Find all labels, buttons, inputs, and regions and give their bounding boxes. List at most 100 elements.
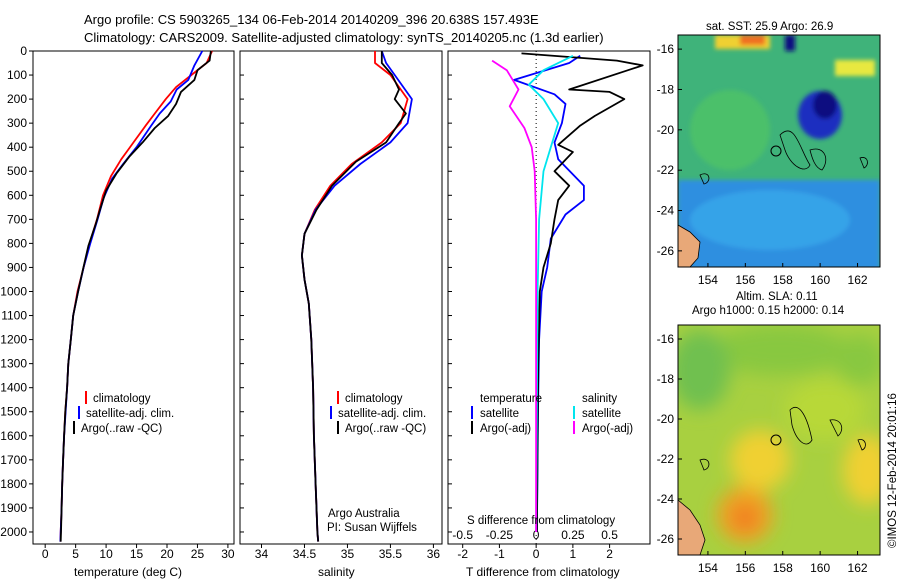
difference-x-axis: -2 -1 0 1 2 -0.5 -0.25 0 0.25 0.5 (452, 528, 618, 561)
series-temperature-satellite (513, 55, 585, 533)
temperature-panel: 0100200300400500600700800900100011001200… (0, 44, 452, 579)
x-tick-label: 20 (160, 547, 174, 561)
difference-axes-frame (447, 50, 651, 545)
temperature-axis-label: temperature (deg C) (74, 565, 182, 579)
s-difference-axis-label: S difference from climatology (467, 515, 615, 527)
map-x-tick-label: 154 (698, 561, 718, 575)
sla-map-frame (677, 324, 881, 556)
sla-patch-north (710, 325, 850, 375)
sst-cold-core (813, 91, 837, 119)
sla-reef-contour-4 (699, 458, 710, 471)
depth-tick-label: 2000 (0, 525, 27, 539)
salinity-series (300, 50, 413, 542)
depth-tick-label: 1500 (0, 405, 27, 419)
legend-satellite-label: satellite-adj. clim. (86, 408, 174, 420)
salinity-legend: climatology satellite-adj. clim. Argo(..… (330, 391, 426, 435)
depth-tick-label: 1300 (0, 357, 27, 371)
x-tick-label: -1 (494, 547, 505, 561)
map-x-tick-label: 162 (848, 561, 868, 575)
legend-t-argo-label: Argo(-adj) (480, 423, 531, 435)
x-tick-label: 2 (606, 547, 613, 561)
series-salinity-satellite (527, 54, 574, 533)
depth-tick-label: 1200 (0, 333, 27, 347)
sla-map-title-line2: Argo h1000: 0.15 h2000: 0.14 (692, 305, 845, 317)
sla-map-title-line1: Altim. SLA: 0.11 (736, 291, 818, 303)
legend-salinity-title: salinity (582, 393, 617, 405)
depth-tick-label: 1900 (0, 501, 27, 515)
series-argo-raw-qc (300, 51, 407, 542)
map-y-tick-label: -22 (657, 163, 675, 177)
sst-map-axes: 154 156 158 160 162 -16 -18 -20 -22 -24 -26 (657, 42, 868, 287)
map-x-tick-label: 154 (698, 273, 718, 287)
sst-warm-northeast (835, 60, 875, 76)
x-tick-label: 36 (427, 547, 441, 561)
depth-tick-label: 0 (20, 44, 27, 58)
figure-title-line2: Climatology: CARS2009. Satellite-adjuste… (84, 30, 604, 45)
x-tick-label: 35 (341, 547, 355, 561)
depth-tick-label: 400 (7, 140, 27, 154)
legend-argo-label: Argo(..raw -QC) (81, 423, 162, 435)
t-difference-axis-label: T difference from climatology (466, 565, 620, 579)
sla-patch-west (678, 330, 730, 410)
x-tick-label: 1 (570, 547, 577, 561)
salinity-axis-label: salinity (318, 565, 355, 579)
difference-panel: -2 -1 0 1 2 -0.5 -0.25 0 0.25 0.5 S difference fr… (447, 50, 651, 579)
sla-map-axes: 154 156 158 160 162 -16 -18 -20 -22 -24 -26 (657, 332, 868, 575)
x-tick-label: 30 (221, 547, 235, 561)
legend-satellite-label: satellite-adj. clim. (338, 408, 426, 420)
x-tick-label: -2 (457, 547, 468, 561)
sst-cold-north (785, 35, 795, 51)
sla-mid-patch (785, 380, 865, 440)
map-x-tick-label: 160 (810, 561, 830, 575)
map-x-tick-label: 160 (810, 273, 830, 287)
series-satellite-adj-clim (59, 50, 204, 542)
sla-reef-contour-3 (857, 439, 866, 451)
x-tick-label: 35.5 (379, 547, 403, 561)
sst-green-patch (690, 90, 770, 170)
map-y-tick-label: -26 (657, 532, 675, 546)
sst-reef-contour-3 (859, 157, 868, 169)
difference-legend: temperature satellite Argo(-adj) salinit… (471, 393, 633, 435)
sla-high-core (733, 506, 757, 530)
sla-land (678, 499, 706, 555)
figure-title-line1: Argo profile: CS 5903265_134 06-Feb-2014… (84, 12, 539, 27)
series-salinity-argo-adj- (491, 59, 537, 532)
depth-tick-label: 100 (7, 68, 27, 82)
s-tick-label: 0.25 (561, 528, 585, 542)
map-y-tick-label: -18 (657, 82, 675, 96)
x-tick-label: 25 (191, 547, 205, 561)
legend-s-argo-label: Argo(-adj) (582, 423, 633, 435)
sst-map: sat. SST: 25.9 Argo: 26.9 154 156 158 1 (657, 21, 881, 287)
sst-reef-contour (779, 130, 811, 170)
s-tick-label: -0.25 (486, 528, 514, 542)
depth-tick-label: 700 (7, 212, 27, 226)
map-y-tick-label: -16 (657, 332, 675, 346)
s-tick-label: 0 (533, 528, 540, 542)
depth-axis: 0 100 200 300 400 500 600 700 800 900 1000 1100 1200… (0, 44, 452, 539)
sla-map: Altim. SLA: 0.11 Argo h1000: 0.15 h2000:… (657, 291, 881, 575)
map-y-tick-label: -18 (657, 372, 675, 386)
sst-reef-contour-2 (809, 148, 827, 171)
depth-tick-label: 800 (7, 236, 27, 250)
sla-reef-contour-2 (829, 419, 843, 437)
depth-tick-label: 1800 (0, 477, 27, 491)
x-tick-label: 34.5 (293, 547, 317, 561)
depth-tick-label: 200 (7, 92, 27, 106)
pi-note: PI: Susan Wijffels (327, 522, 417, 534)
depth-tick-label: 1400 (0, 381, 27, 395)
map-x-tick-label: 156 (735, 273, 755, 287)
x-tick-label: 0 (533, 547, 540, 561)
sst-land (678, 224, 701, 267)
map-y-tick-label: -22 (657, 452, 675, 466)
x-tick-label: 15 (130, 547, 144, 561)
sst-reef-contour-4 (699, 173, 710, 185)
series-climatology (300, 51, 409, 542)
map-y-tick-label: -26 (657, 244, 675, 258)
sla-high-east (843, 435, 880, 505)
map-y-tick-label: -24 (657, 492, 675, 506)
x-tick-label: 10 (99, 547, 113, 561)
salinity-axes-frame (239, 50, 443, 545)
depth-tick-label: 600 (7, 188, 27, 202)
map-x-tick-label: 156 (735, 561, 755, 575)
